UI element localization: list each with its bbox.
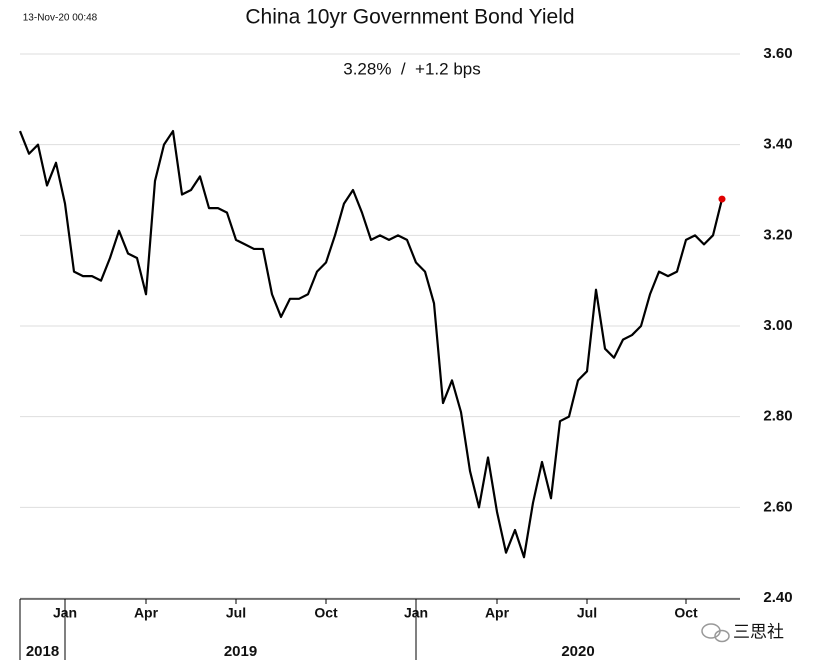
watermark-icon	[714, 629, 730, 643]
y-tick-label: 3.00	[763, 317, 792, 334]
x-tick-label: Oct	[674, 605, 698, 621]
chart-subtitle: 3.28% / +1.2 bps	[343, 59, 481, 78]
y-tick-label: 3.20	[763, 226, 792, 243]
y-tick-label: 3.40	[763, 136, 792, 153]
x-tick-label: Jul	[577, 605, 597, 621]
timestamp: 13-Nov-20 00:48	[23, 13, 98, 24]
x-tick-label: Jul	[226, 605, 246, 621]
last-point	[718, 195, 726, 203]
year-label: 2018	[26, 643, 59, 660]
y-tick-label: 2.60	[763, 498, 792, 515]
x-tick-label: Oct	[314, 605, 338, 621]
year-label: 2020	[561, 643, 594, 660]
watermark-icon	[701, 623, 721, 639]
watermark: 三思社	[701, 622, 784, 643]
year-label: 2019	[224, 643, 257, 660]
x-tick-label: Apr	[134, 605, 159, 621]
y-tick-label: 2.80	[763, 408, 792, 425]
y-tick-label: 3.60	[763, 45, 792, 62]
series-line	[18, 129, 724, 559]
chart-title: China 10yr Government Bond Yield	[245, 6, 574, 29]
watermark-text: 三思社	[733, 622, 784, 641]
y-tick-label: 2.40	[763, 589, 792, 606]
x-tick-label: Apr	[485, 605, 510, 621]
